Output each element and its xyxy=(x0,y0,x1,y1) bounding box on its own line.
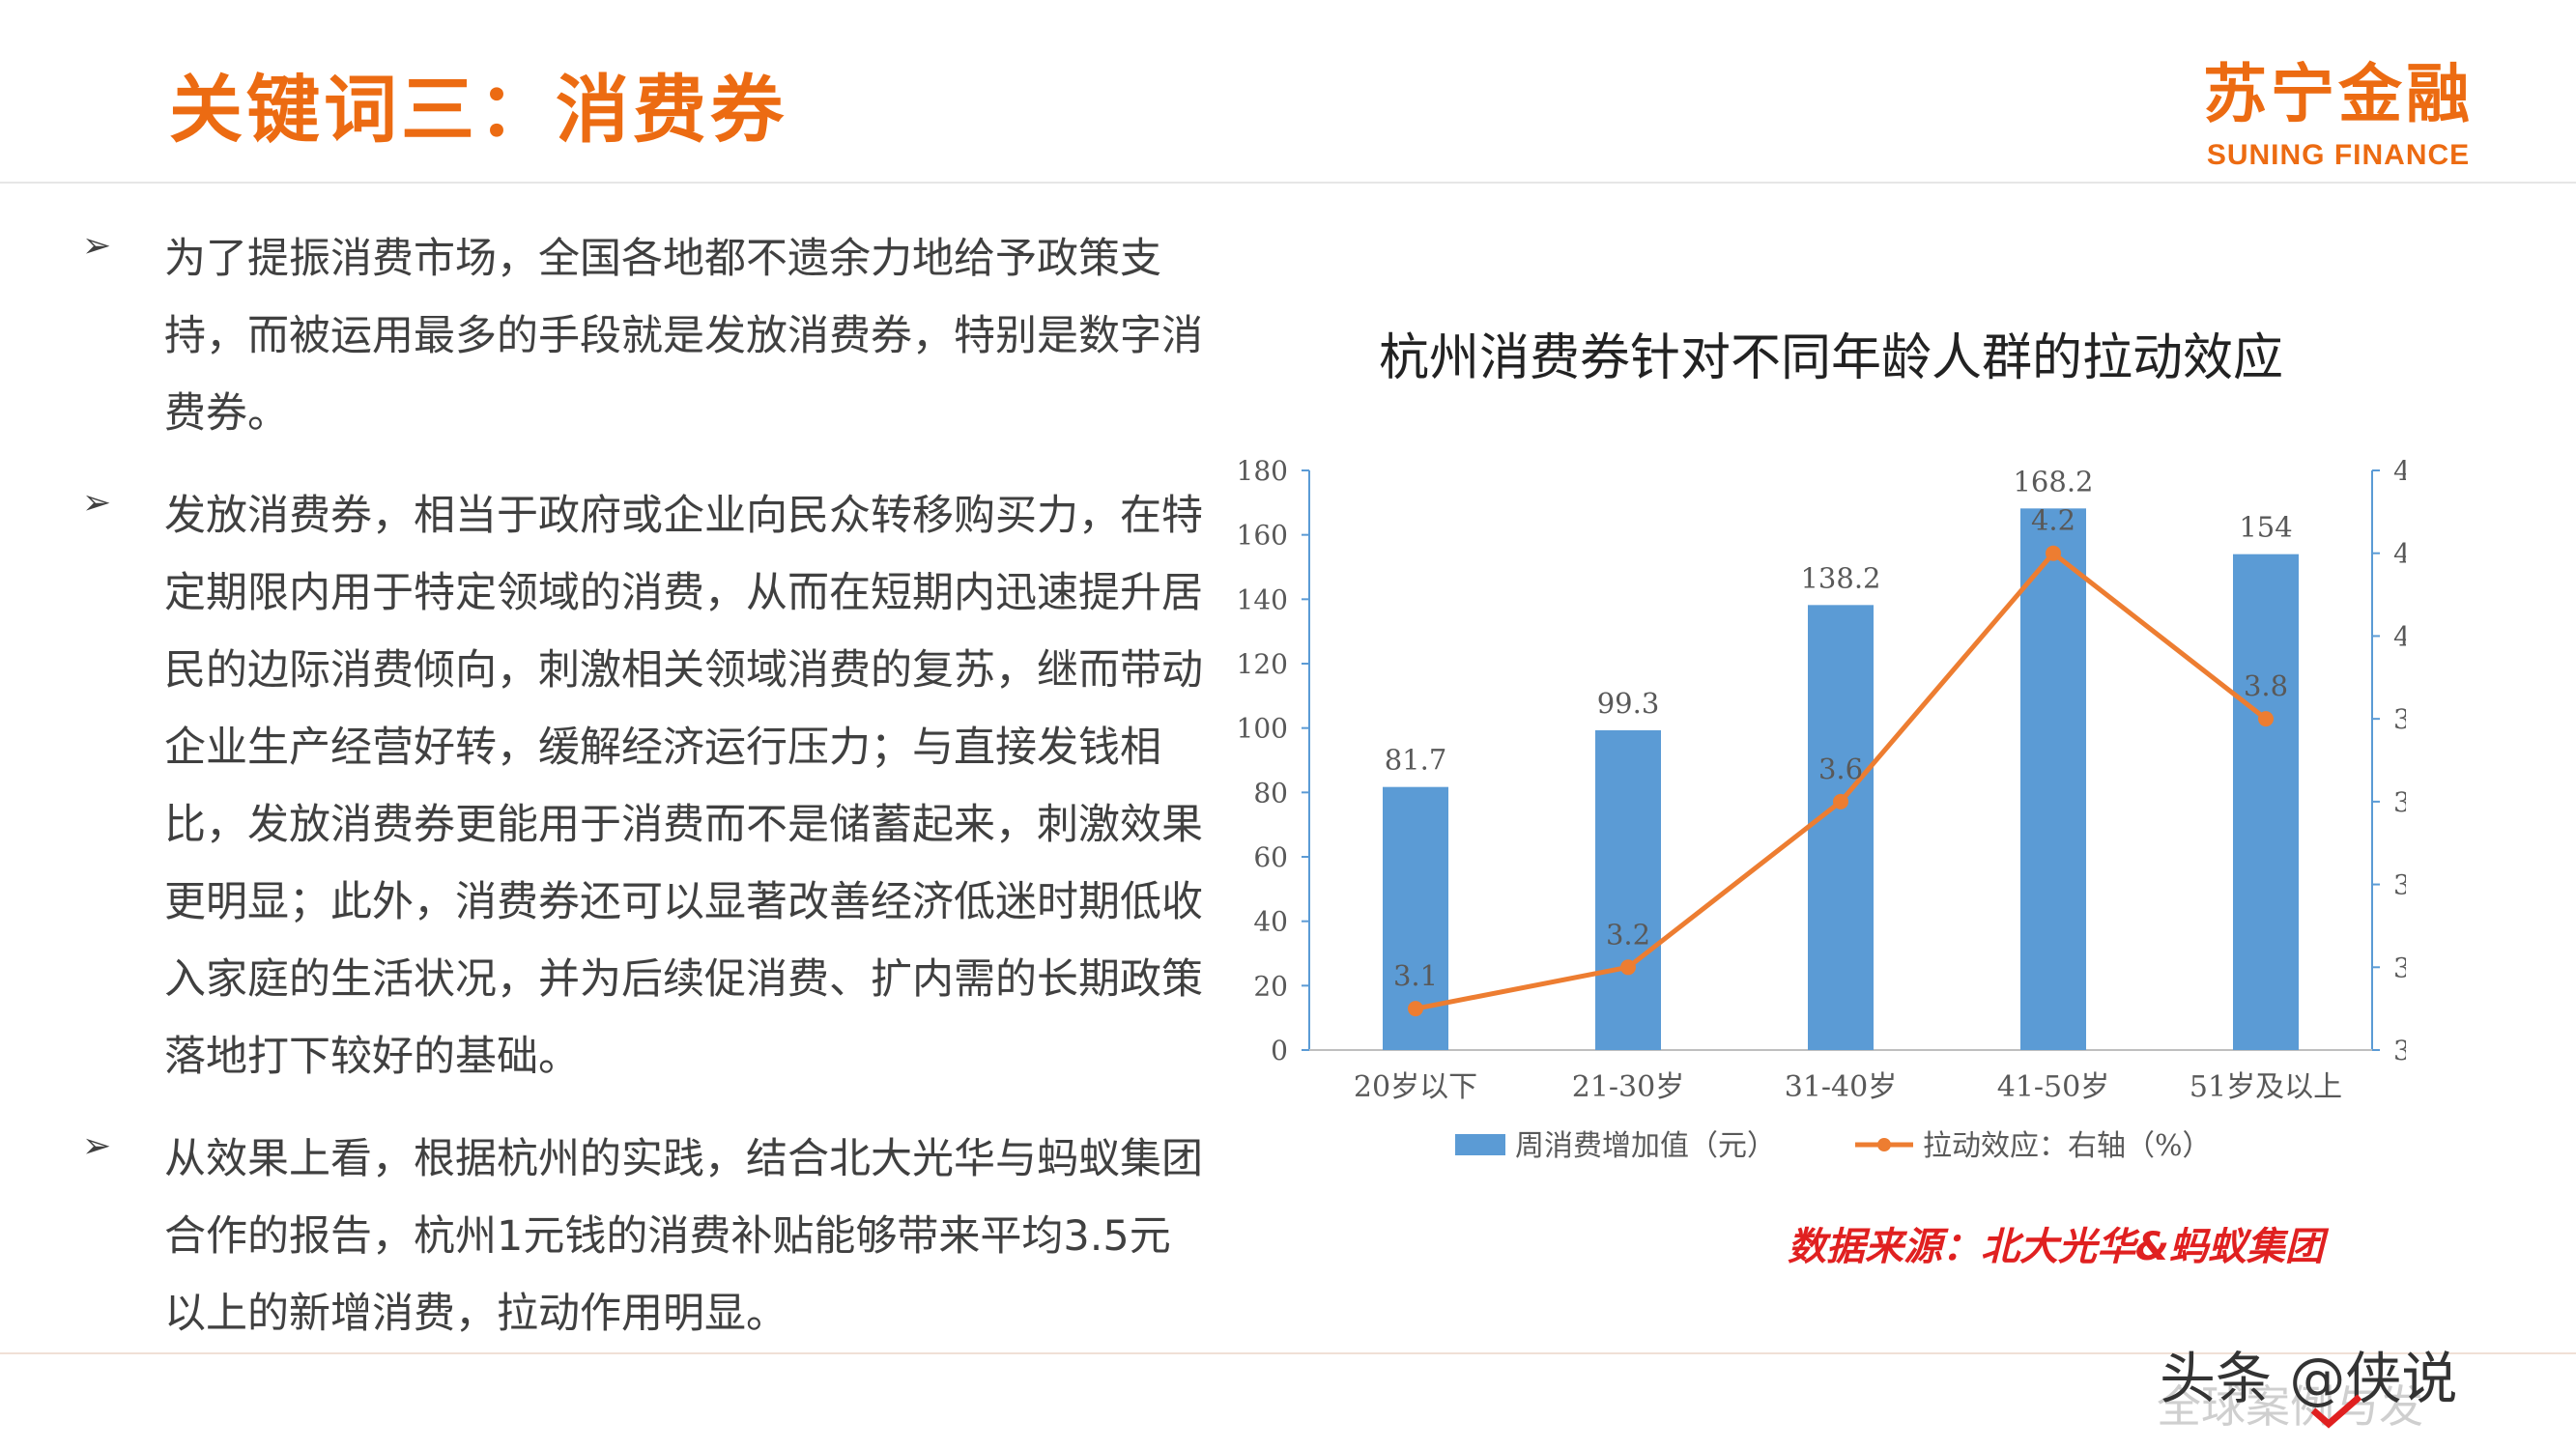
bullet-text: 为了提振消费市场，全国各地都不遗余力地给予政策支持，而被运用最多的手段就是发放消… xyxy=(164,235,1203,438)
bar xyxy=(2233,554,2299,1050)
legend-label-bar: 周消费增加值（元） xyxy=(1515,1129,1776,1163)
x-tick-label: 21-30岁 xyxy=(1572,1070,1684,1104)
y-tick-label-left: 140 xyxy=(1237,583,1288,615)
watermark-text: 头条 @侠说 xyxy=(2160,1346,2458,1411)
logo-text-cn: 苏宁金融 xyxy=(2203,57,2474,131)
chart-title: 杭州消费券针对不同年龄人群的拉动效应 xyxy=(1378,329,2283,387)
x-tick-label: 51岁及以上 xyxy=(2190,1070,2342,1104)
x-tick-label: 41-50岁 xyxy=(1997,1070,2109,1104)
line-label: 4.2 xyxy=(2031,504,2075,537)
legend-label-line: 拉动效应：右轴（%） xyxy=(1923,1129,2212,1163)
bar xyxy=(2020,508,2086,1050)
y-tick-label-left: 160 xyxy=(1237,520,1288,552)
y-tick-label-right: 3 xyxy=(2393,1035,2406,1066)
data-source: 数据来源：北大光华&蚂蚁集团 xyxy=(1788,1225,2324,1269)
y-tick-label-left: 20 xyxy=(1253,970,1288,1002)
watermark-faint-text: 全球案例与发 xyxy=(2157,1380,2423,1433)
footer-divider xyxy=(0,1352,2576,1354)
bullet-text: 从效果上看，根据杭州的实践，结合北大光华与蚂蚁集团合作的报告，杭州1元钱的消费补… xyxy=(164,1135,1203,1338)
y-tick-label-left: 120 xyxy=(1237,648,1288,680)
bar-label: 154 xyxy=(2239,511,2292,544)
y-tick-label-left: 0 xyxy=(1271,1035,1288,1066)
page-title: 关键词三：消费券 xyxy=(169,67,787,153)
legend-swatch-bar xyxy=(1455,1134,1505,1155)
y-tick-label-left: 180 xyxy=(1237,455,1288,487)
y-tick-label-right: 3.4 xyxy=(2393,869,2406,901)
bar-label: 99.3 xyxy=(1597,687,1660,720)
combo-chart: 0 20 40 60 80 100 120 140 160 180 3 3.2 3.4 3.6 3.8 4 4.… xyxy=(1237,455,2406,1163)
bullet-item: ➢ 为了提振消费市场，全国各地都不遗余力地给予政策支持，而被运用最多的手段就是发… xyxy=(82,220,1208,452)
y-tick-label-right: 4.4 xyxy=(2393,455,2406,487)
y-tick-label-right: 4 xyxy=(2393,620,2406,652)
line-label: 3.1 xyxy=(1393,959,1438,992)
y-tick-label-left: 80 xyxy=(1253,777,1288,809)
y-tick-label-left: 40 xyxy=(1253,906,1288,938)
line-point xyxy=(1408,1001,1423,1017)
bar-label: 168.2 xyxy=(2013,465,2093,497)
check-icon xyxy=(2310,1394,2362,1429)
line-label: 3.6 xyxy=(1818,753,1863,785)
arrow-bullet-icon: ➢ xyxy=(82,1126,112,1166)
y-tick-label-left: 60 xyxy=(1253,841,1288,873)
y-tick-label-right: 3.8 xyxy=(2393,703,2406,735)
bullet-list: ➢ 为了提振消费市场，全国各地都不遗余力地给予政策支持，而被运用最多的手段就是发… xyxy=(82,220,1208,1378)
line-point xyxy=(2258,711,2274,727)
bar-label: 81.7 xyxy=(1385,744,1447,777)
line-point xyxy=(1620,959,1636,976)
arrow-bullet-icon: ➢ xyxy=(82,483,112,523)
line-label: 3.8 xyxy=(2244,669,2288,702)
y-tick-label-right: 3.2 xyxy=(2393,952,2406,983)
bullet-item: ➢ 从效果上看，根据杭州的实践，结合北大光华与蚂蚁集团合作的报告，杭州1元钱的消… xyxy=(82,1121,1208,1352)
bar xyxy=(1808,605,1874,1050)
bullet-item: ➢ 发放消费券，相当于政府或企业向民众转移购买力，在特定期限内用于特定领域的消费… xyxy=(82,477,1208,1095)
logo-text-en: SUNING FINANCE xyxy=(2206,139,2471,171)
x-tick-label: 31-40岁 xyxy=(1785,1070,1897,1104)
bullet-text: 发放消费券，相当于政府或企业向民众转移购买力，在特定期限内用于特定领域的消费，从… xyxy=(164,492,1203,1081)
bar xyxy=(1595,730,1661,1050)
x-tick-label: 20岁以下 xyxy=(1354,1070,1477,1104)
line-label: 3.2 xyxy=(1606,918,1650,951)
bar-label: 138.2 xyxy=(1800,561,1880,594)
line-point xyxy=(1833,793,1848,810)
legend-marker-line xyxy=(1877,1138,1891,1151)
arrow-bullet-icon: ➢ xyxy=(82,226,112,266)
y-tick-label-right: 4.2 xyxy=(2393,538,2406,570)
logo: 苏宁金融 SUNING FINANCE xyxy=(2174,43,2503,172)
line-point xyxy=(2046,545,2061,561)
y-tick-label-left: 100 xyxy=(1237,713,1288,745)
header-divider xyxy=(0,182,2576,184)
y-tick-label-right: 3.6 xyxy=(2393,786,2406,818)
